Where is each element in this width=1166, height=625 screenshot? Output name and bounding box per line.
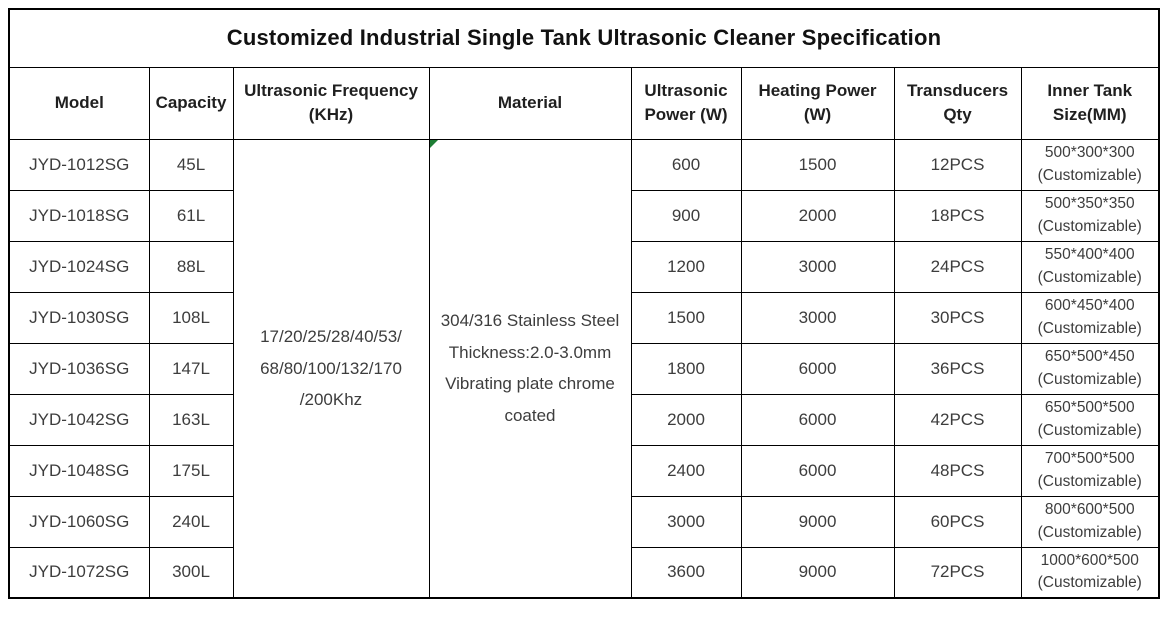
cell-ultrasonic-power: 3600 — [630, 546, 742, 599]
cell-model: JYD-1030SG — [8, 291, 150, 344]
cell-transducers: 72PCS — [893, 546, 1022, 599]
cell-heating-power: 6000 — [740, 342, 895, 395]
cell-model: JYD-1072SG — [8, 546, 150, 599]
cell-transducers: 30PCS — [893, 291, 1022, 344]
cell-capacity: 300L — [148, 546, 234, 599]
cell-capacity: 147L — [148, 342, 234, 395]
cell-model: JYD-1018SG — [8, 189, 150, 242]
cell-model: JYD-1024SG — [8, 240, 150, 293]
cell-tank-size: 700*500*500 (Customizable) — [1020, 444, 1160, 497]
table-row: JYD-1024SG 88L 1200 3000 24PCS 550*400*400 (C… — [8, 240, 1160, 293]
cell-capacity: 108L — [148, 291, 234, 344]
col-header-ultrasonic-power: Ultrasonic Power (W) — [630, 66, 742, 140]
col-header-capacity: Capacity — [148, 66, 234, 140]
cell-capacity: 175L — [148, 444, 234, 497]
cell-ultrasonic-power: 1800 — [630, 342, 742, 395]
cell-ultrasonic-power: 2000 — [630, 393, 742, 446]
cell-heating-power: 3000 — [740, 240, 895, 293]
cell-heating-power: 3000 — [740, 291, 895, 344]
col-header-tank-size: Inner Tank Size(MM) — [1020, 66, 1160, 140]
cell-ultrasonic-power: 900 — [630, 189, 742, 242]
cell-tank-size: 500*300*300 (Customizable) — [1020, 138, 1160, 191]
cell-heating-power: 9000 — [740, 546, 895, 599]
cell-capacity: 45L — [148, 138, 234, 191]
cell-tank-size: 500*350*350 (Customizable) — [1020, 189, 1160, 242]
cell-capacity: 88L — [148, 240, 234, 293]
table-row: JYD-1012SG 45L 17/20/25/28/40/53/ 68/80/10… — [8, 138, 1160, 599]
cell-capacity: 163L — [148, 393, 234, 446]
cell-model: JYD-1036SG — [8, 342, 150, 395]
table-row: JYD-1042SG 163L 2000 6000 42PCS 650*500*500 (… — [8, 393, 1160, 446]
col-header-heating-power: Heating Power (W) — [740, 66, 895, 140]
cell-transducers: 18PCS — [893, 189, 1022, 242]
material-text: 304/316 Stainless Steel Thickness:2.0-3.… — [440, 311, 620, 425]
table-row: JYD-1018SG 61L 900 2000 18PCS 500*350*350 (Cu… — [8, 189, 1160, 242]
cell-frequency-merged: 17/20/25/28/40/53/ 68/80/100/132/170 /20… — [232, 138, 430, 599]
spec-table: Customized Industrial Single Tank Ultras… — [8, 8, 1160, 599]
cell-tank-size: 600*450*400 (Customizable) — [1020, 291, 1160, 344]
cell-transducers: 24PCS — [893, 240, 1022, 293]
cell-ultrasonic-power: 1500 — [630, 291, 742, 344]
col-header-transducers: Transducers Qty — [893, 66, 1022, 140]
col-header-frequency: Ultrasonic Frequency (KHz) — [232, 66, 430, 140]
cell-ultrasonic-power: 3000 — [630, 495, 742, 548]
table-row: JYD-1048SG 175L 2400 6000 48PCS 700*500*500 (… — [8, 444, 1160, 497]
col-header-model: Model — [8, 66, 150, 140]
cell-model: JYD-1048SG — [8, 444, 150, 497]
table-row: JYD-1072SG 300L 3600 9000 72PCS 1000*600*500 … — [8, 546, 1160, 599]
cell-heating-power: 6000 — [740, 444, 895, 497]
table-row: JYD-1030SG 108L 1500 3000 30PCS 600*450*400 (… — [8, 291, 1160, 344]
header-row: Model Capacity Ultrasonic Frequency (KHz… — [8, 66, 1160, 140]
cell-tank-size: 650*500*450 (Customizable) — [1020, 342, 1160, 395]
cell-transducers: 36PCS — [893, 342, 1022, 395]
cell-ultrasonic-power: 2400 — [630, 444, 742, 497]
title-row: Customized Industrial Single Tank Ultras… — [8, 8, 1160, 68]
cell-transducers: 48PCS — [893, 444, 1022, 497]
cell-ultrasonic-power: 1200 — [630, 240, 742, 293]
cell-tank-size: 650*500*500 (Customizable) — [1020, 393, 1160, 446]
green-corner-marker-icon — [430, 140, 438, 148]
cell-model: JYD-1060SG — [8, 495, 150, 548]
cell-capacity: 240L — [148, 495, 234, 548]
cell-transducers: 60PCS — [893, 495, 1022, 548]
cell-material-merged: 304/316 Stainless Steel Thickness:2.0-3.… — [428, 138, 632, 599]
cell-ultrasonic-power: 600 — [630, 138, 742, 191]
cell-capacity: 61L — [148, 189, 234, 242]
cell-transducers: 12PCS — [893, 138, 1022, 191]
cell-model: JYD-1012SG — [8, 138, 150, 191]
col-header-material: Material — [428, 66, 632, 140]
cell-heating-power: 6000 — [740, 393, 895, 446]
cell-model: JYD-1042SG — [8, 393, 150, 446]
cell-tank-size: 800*600*500 (Customizable) — [1020, 495, 1160, 548]
cell-transducers: 42PCS — [893, 393, 1022, 446]
cell-heating-power: 2000 — [740, 189, 895, 242]
table-row: JYD-1060SG 240L 3000 9000 60PCS 800*600*500 (… — [8, 495, 1160, 548]
page-title: Customized Industrial Single Tank Ultras… — [8, 8, 1160, 68]
cell-tank-size: 1000*600*500 (Customizable) — [1020, 546, 1160, 599]
cell-heating-power: 1500 — [740, 138, 895, 191]
cell-tank-size: 550*400*400 (Customizable) — [1020, 240, 1160, 293]
cell-heating-power: 9000 — [740, 495, 895, 548]
